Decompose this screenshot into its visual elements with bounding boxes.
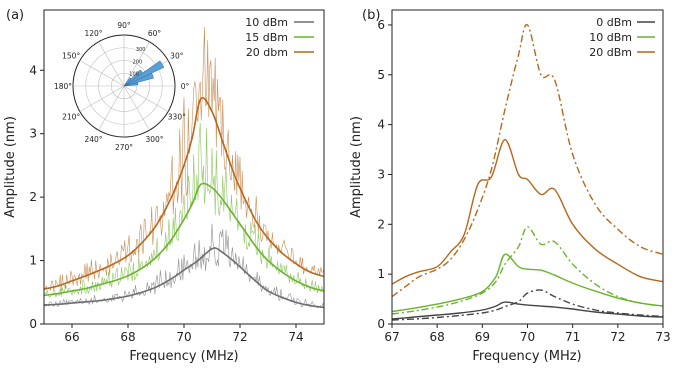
y-tick-label: 1	[377, 267, 385, 281]
panel-b-legend: 0 dBm 10 dBm 20 dBm	[589, 16, 655, 59]
dashdot-line	[392, 24, 663, 298]
x-tick-label: 70	[520, 330, 535, 344]
y-tick-label: 4	[29, 63, 37, 77]
y-tick-label: 3	[377, 167, 385, 181]
x-tick-label: 68	[430, 330, 445, 344]
legend-label: 10 dBm	[589, 31, 632, 44]
x-tick-label: 72	[610, 330, 625, 344]
dashdot-line	[392, 289, 663, 321]
fit-line	[44, 247, 324, 309]
fit-line	[44, 97, 324, 290]
polar-radial-label: 100	[129, 72, 139, 78]
y-tick-label: 5	[377, 68, 385, 82]
x-tick-label: 73	[655, 330, 670, 344]
polar-angle-label: 30°	[170, 52, 184, 61]
series-0-dbm	[392, 289, 663, 321]
y-tick-label: 0	[29, 317, 37, 331]
polar-radial-label: 300	[136, 47, 146, 53]
solid-line	[392, 253, 663, 313]
panel-a: (a) 66 68 70 72 74 0 1 2 3 4 Frequency (MHz) Ampl…	[3, 8, 325, 364]
polar-radial-label: 200	[133, 59, 143, 65]
panel-b-ylabel: Amplitude (nm)	[349, 116, 364, 218]
y-tick-label: 1	[29, 254, 37, 268]
x-tick-label: 70	[176, 330, 191, 344]
polar-angle-label: 0°	[181, 82, 190, 91]
raw-trace	[44, 223, 324, 309]
polar-angle-label: 210°	[62, 113, 80, 122]
panel-a-xlabel: Frequency (MHz)	[129, 349, 238, 364]
series-20-dbm	[392, 24, 663, 298]
polar-angle-label: 300°	[145, 135, 163, 144]
polar-angle-label: 60°	[148, 29, 162, 38]
polar-spoke	[123, 85, 150, 131]
x-tick-label: 69	[475, 330, 490, 344]
legend-label: 15 dBm	[245, 31, 288, 44]
x-tick-label: 71	[565, 330, 580, 344]
series-15-dbm	[44, 122, 324, 298]
panel-a-legend: 10 dBm 15 dBm 20 dbm	[245, 16, 314, 59]
series-10-dbm	[392, 226, 663, 315]
dashdot-line	[392, 226, 663, 315]
polar-angle-label: 90°	[117, 21, 131, 30]
panel-a-ylabel: Amplitude (nm)	[3, 116, 18, 218]
legend-label: 20 dbm	[246, 46, 288, 59]
panel-b-xlabel: Frequency (MHz)	[472, 349, 581, 364]
y-tick-label: 2	[29, 190, 37, 204]
polar-bar	[123, 77, 132, 87]
polar-angle-label: 240°	[84, 135, 102, 144]
x-tick-label: 67	[384, 330, 399, 344]
polar-spoke	[79, 85, 125, 112]
y-tick-label: 2	[377, 217, 385, 231]
legend-label: 20 dBm	[589, 46, 632, 59]
solid-line	[392, 301, 663, 320]
polar-bar	[123, 69, 144, 87]
raw-trace	[44, 26, 324, 292]
polar-angle-label: 120°	[84, 29, 102, 38]
polar-angle-label: 180°	[54, 82, 72, 91]
legend-label: 0 dBm	[596, 16, 632, 29]
polar-spoke	[79, 60, 125, 87]
polar-bar	[123, 60, 165, 87]
polar-spoke	[123, 41, 150, 87]
legend-label: 10 dBm	[245, 16, 288, 29]
x-tick-label: 68	[120, 330, 135, 344]
y-tick-label: 3	[29, 127, 37, 141]
polar-spoke	[98, 85, 125, 131]
polar-spoke	[123, 85, 169, 112]
polar-inset: 100 200 300 0° 30° 60° 90° 120° 150° 180° 210° 240°…	[54, 21, 190, 152]
panel-a-label: (a)	[6, 8, 24, 23]
polar-angle-label: 330°	[168, 113, 186, 122]
polar-angle-label: 150°	[62, 52, 80, 61]
x-tick-label: 72	[232, 330, 247, 344]
y-tick-label: 4	[377, 118, 385, 132]
series-10-dbm	[44, 223, 324, 309]
x-tick-label: 74	[288, 330, 303, 344]
panel-b: (b) 67 68 69 70 71 72 73 0 1 2 3 4 5 6 Frequency (MHz…	[349, 8, 671, 364]
solid-line	[392, 138, 663, 285]
panel-b-label: (b)	[362, 8, 380, 23]
fit-line	[44, 182, 324, 297]
x-tick-label: 66	[64, 330, 79, 344]
y-tick-label: 6	[377, 18, 385, 32]
y-tick-label: 0	[377, 317, 385, 331]
polar-angle-label: 270°	[115, 143, 133, 152]
polar-spoke	[98, 41, 125, 87]
series-20-dbm	[44, 26, 324, 292]
